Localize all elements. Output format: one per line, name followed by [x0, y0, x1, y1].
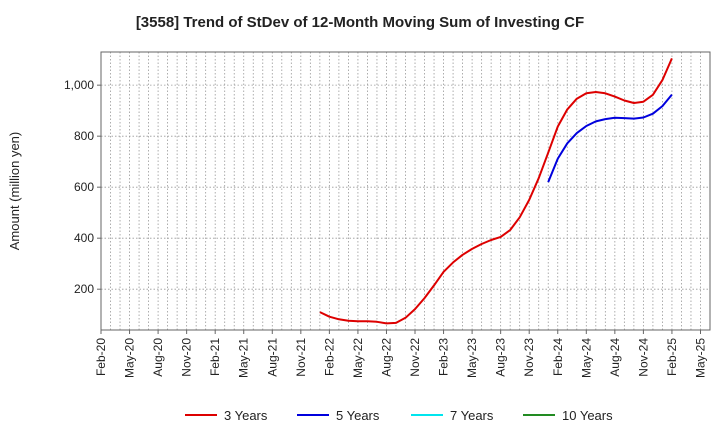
- x-tick-label: May-24: [579, 338, 593, 378]
- y-tick-label: 1,000: [64, 78, 94, 92]
- x-tick-label: Feb-21: [208, 338, 222, 376]
- x-tick-label: Feb-25: [665, 338, 679, 376]
- grid-lines: [100, 52, 710, 330]
- y-tick-label: 600: [74, 180, 94, 194]
- x-tick-label: May-21: [237, 338, 251, 378]
- y-tick-label: 200: [74, 282, 94, 296]
- legend-label: 3 Years: [224, 408, 268, 423]
- x-tick-label: Feb-23: [437, 338, 451, 376]
- x-tick-label: May-20: [123, 338, 137, 378]
- series-lines: [319, 57, 673, 325]
- x-tick-label: Nov-21: [294, 338, 308, 377]
- x-tick-label: Nov-23: [522, 338, 536, 377]
- x-tick-label: Aug-24: [608, 338, 622, 377]
- x-axis-ticks: Feb-20 May-20 Aug-20 Nov-20 Feb-21 May-21 Aug-…: [94, 330, 707, 378]
- y-tick-label: 800: [74, 129, 94, 143]
- plot-area-frame: [100, 51, 711, 331]
- legend-label: 7 Years: [450, 408, 494, 423]
- chart-title: [3558] Trend of StDev of 12-Month Moving…: [135, 14, 585, 31]
- legend-label: 10 Years: [562, 408, 613, 423]
- y-tick-label: 400: [74, 231, 94, 245]
- x-tick-label: Feb-20: [94, 338, 108, 376]
- x-tick-label: Aug-20: [151, 338, 165, 377]
- x-tick-label: May-25: [693, 338, 707, 378]
- x-tick-label: Nov-22: [408, 338, 422, 377]
- legend: 3 Years 5 Years 7 Years 10 Years: [185, 408, 613, 423]
- x-tick-label: Aug-21: [265, 338, 279, 377]
- series-line-3-years: [319, 57, 673, 325]
- x-tick-label: Nov-20: [180, 338, 194, 377]
- series-line-5-years: [547, 93, 673, 183]
- legend-label: 5 Years: [336, 408, 380, 423]
- x-tick-label: May-22: [351, 338, 365, 378]
- x-tick-label: Feb-24: [551, 338, 565, 376]
- x-tick-label: Aug-23: [494, 338, 508, 377]
- x-tick-label: Aug-22: [379, 338, 393, 377]
- x-tick-label: May-23: [465, 338, 479, 378]
- x-tick-label: Feb-22: [322, 338, 336, 376]
- x-tick-label: Nov-24: [636, 338, 650, 377]
- y-axis-title: Amount (million yen): [7, 132, 22, 251]
- y-axis-ticks: 200 400 600 800 1,000: [64, 78, 101, 296]
